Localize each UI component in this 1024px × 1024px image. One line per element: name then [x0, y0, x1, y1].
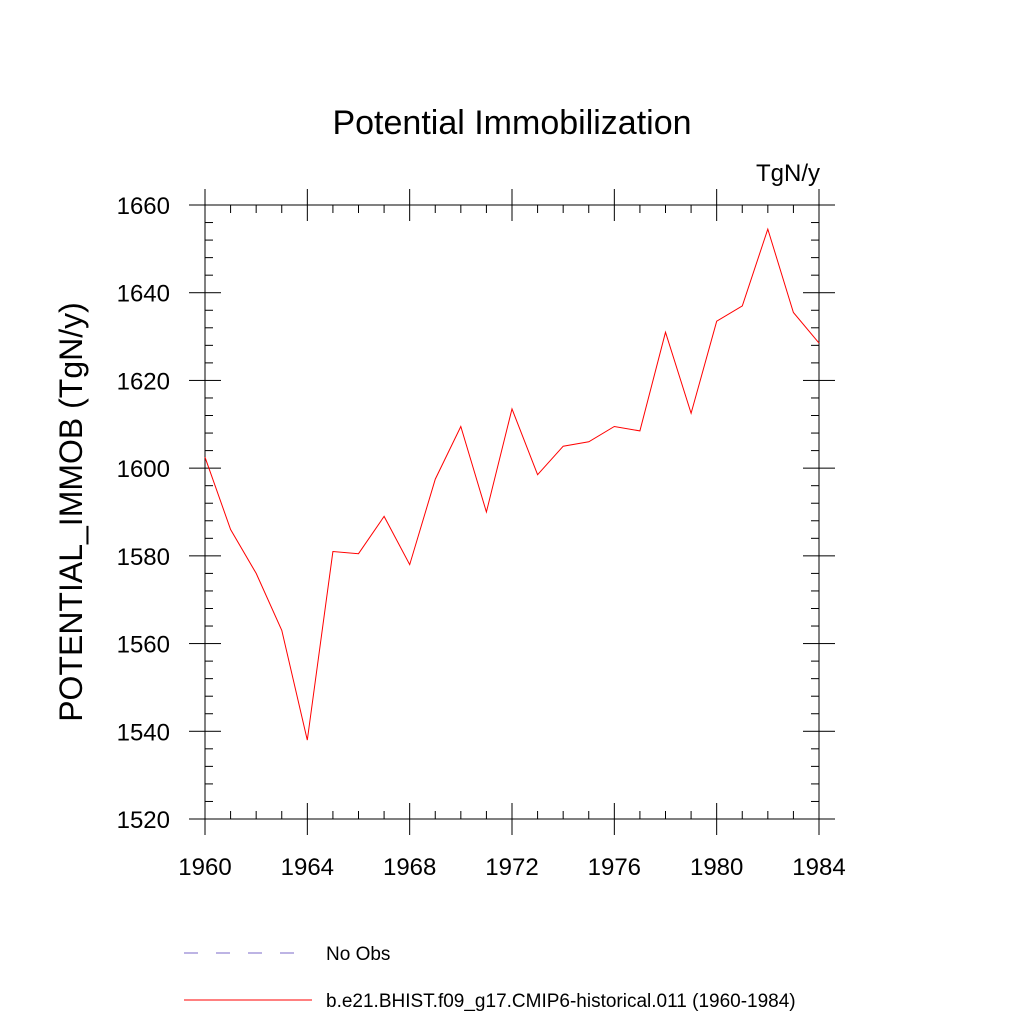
y-tick-label: 1620: [117, 368, 170, 395]
x-tick-label: 1964: [281, 854, 334, 881]
x-tick-label: 1972: [485, 854, 538, 881]
axis-tick-labels: 1960 1964 1968 1972 1976 1980 1984 1520 1540 1560…: [117, 193, 846, 881]
legend-label: No Obs: [326, 944, 390, 965]
y-tick-label: 1580: [117, 544, 170, 571]
legend-label: b.e21.BHIST.f09_g17.CMIP6-historical.011…: [326, 991, 796, 1012]
y-tick-label: 1560: [117, 632, 170, 659]
plot-frame: [204, 204, 820, 820]
y-tick-label: 1540: [117, 719, 170, 746]
x-tick-label: 1980: [690, 854, 743, 881]
x-tick-label: 1960: [178, 854, 231, 881]
chart-title: Potential Immobilization: [332, 104, 691, 142]
y-axis-label: POTENTIAL_IMMOB (TgN/y): [53, 302, 89, 722]
y-tick-label: 1520: [117, 807, 170, 834]
axis-ticks: [189, 189, 835, 835]
x-tick-label: 1984: [792, 854, 845, 881]
y-tick-label: 1660: [117, 193, 170, 220]
series-line: [204, 227, 820, 741]
legend: No Obs b.e21.BHIST.f09_g17.CMIP6-historic…: [184, 944, 796, 1012]
y-tick-label: 1640: [117, 281, 170, 308]
units-label: TgN/y: [756, 160, 820, 187]
y-tick-label: 1600: [117, 456, 170, 483]
series-group: [204, 227, 820, 741]
x-tick-label: 1968: [383, 854, 436, 881]
x-tick-label: 1976: [588, 854, 641, 881]
